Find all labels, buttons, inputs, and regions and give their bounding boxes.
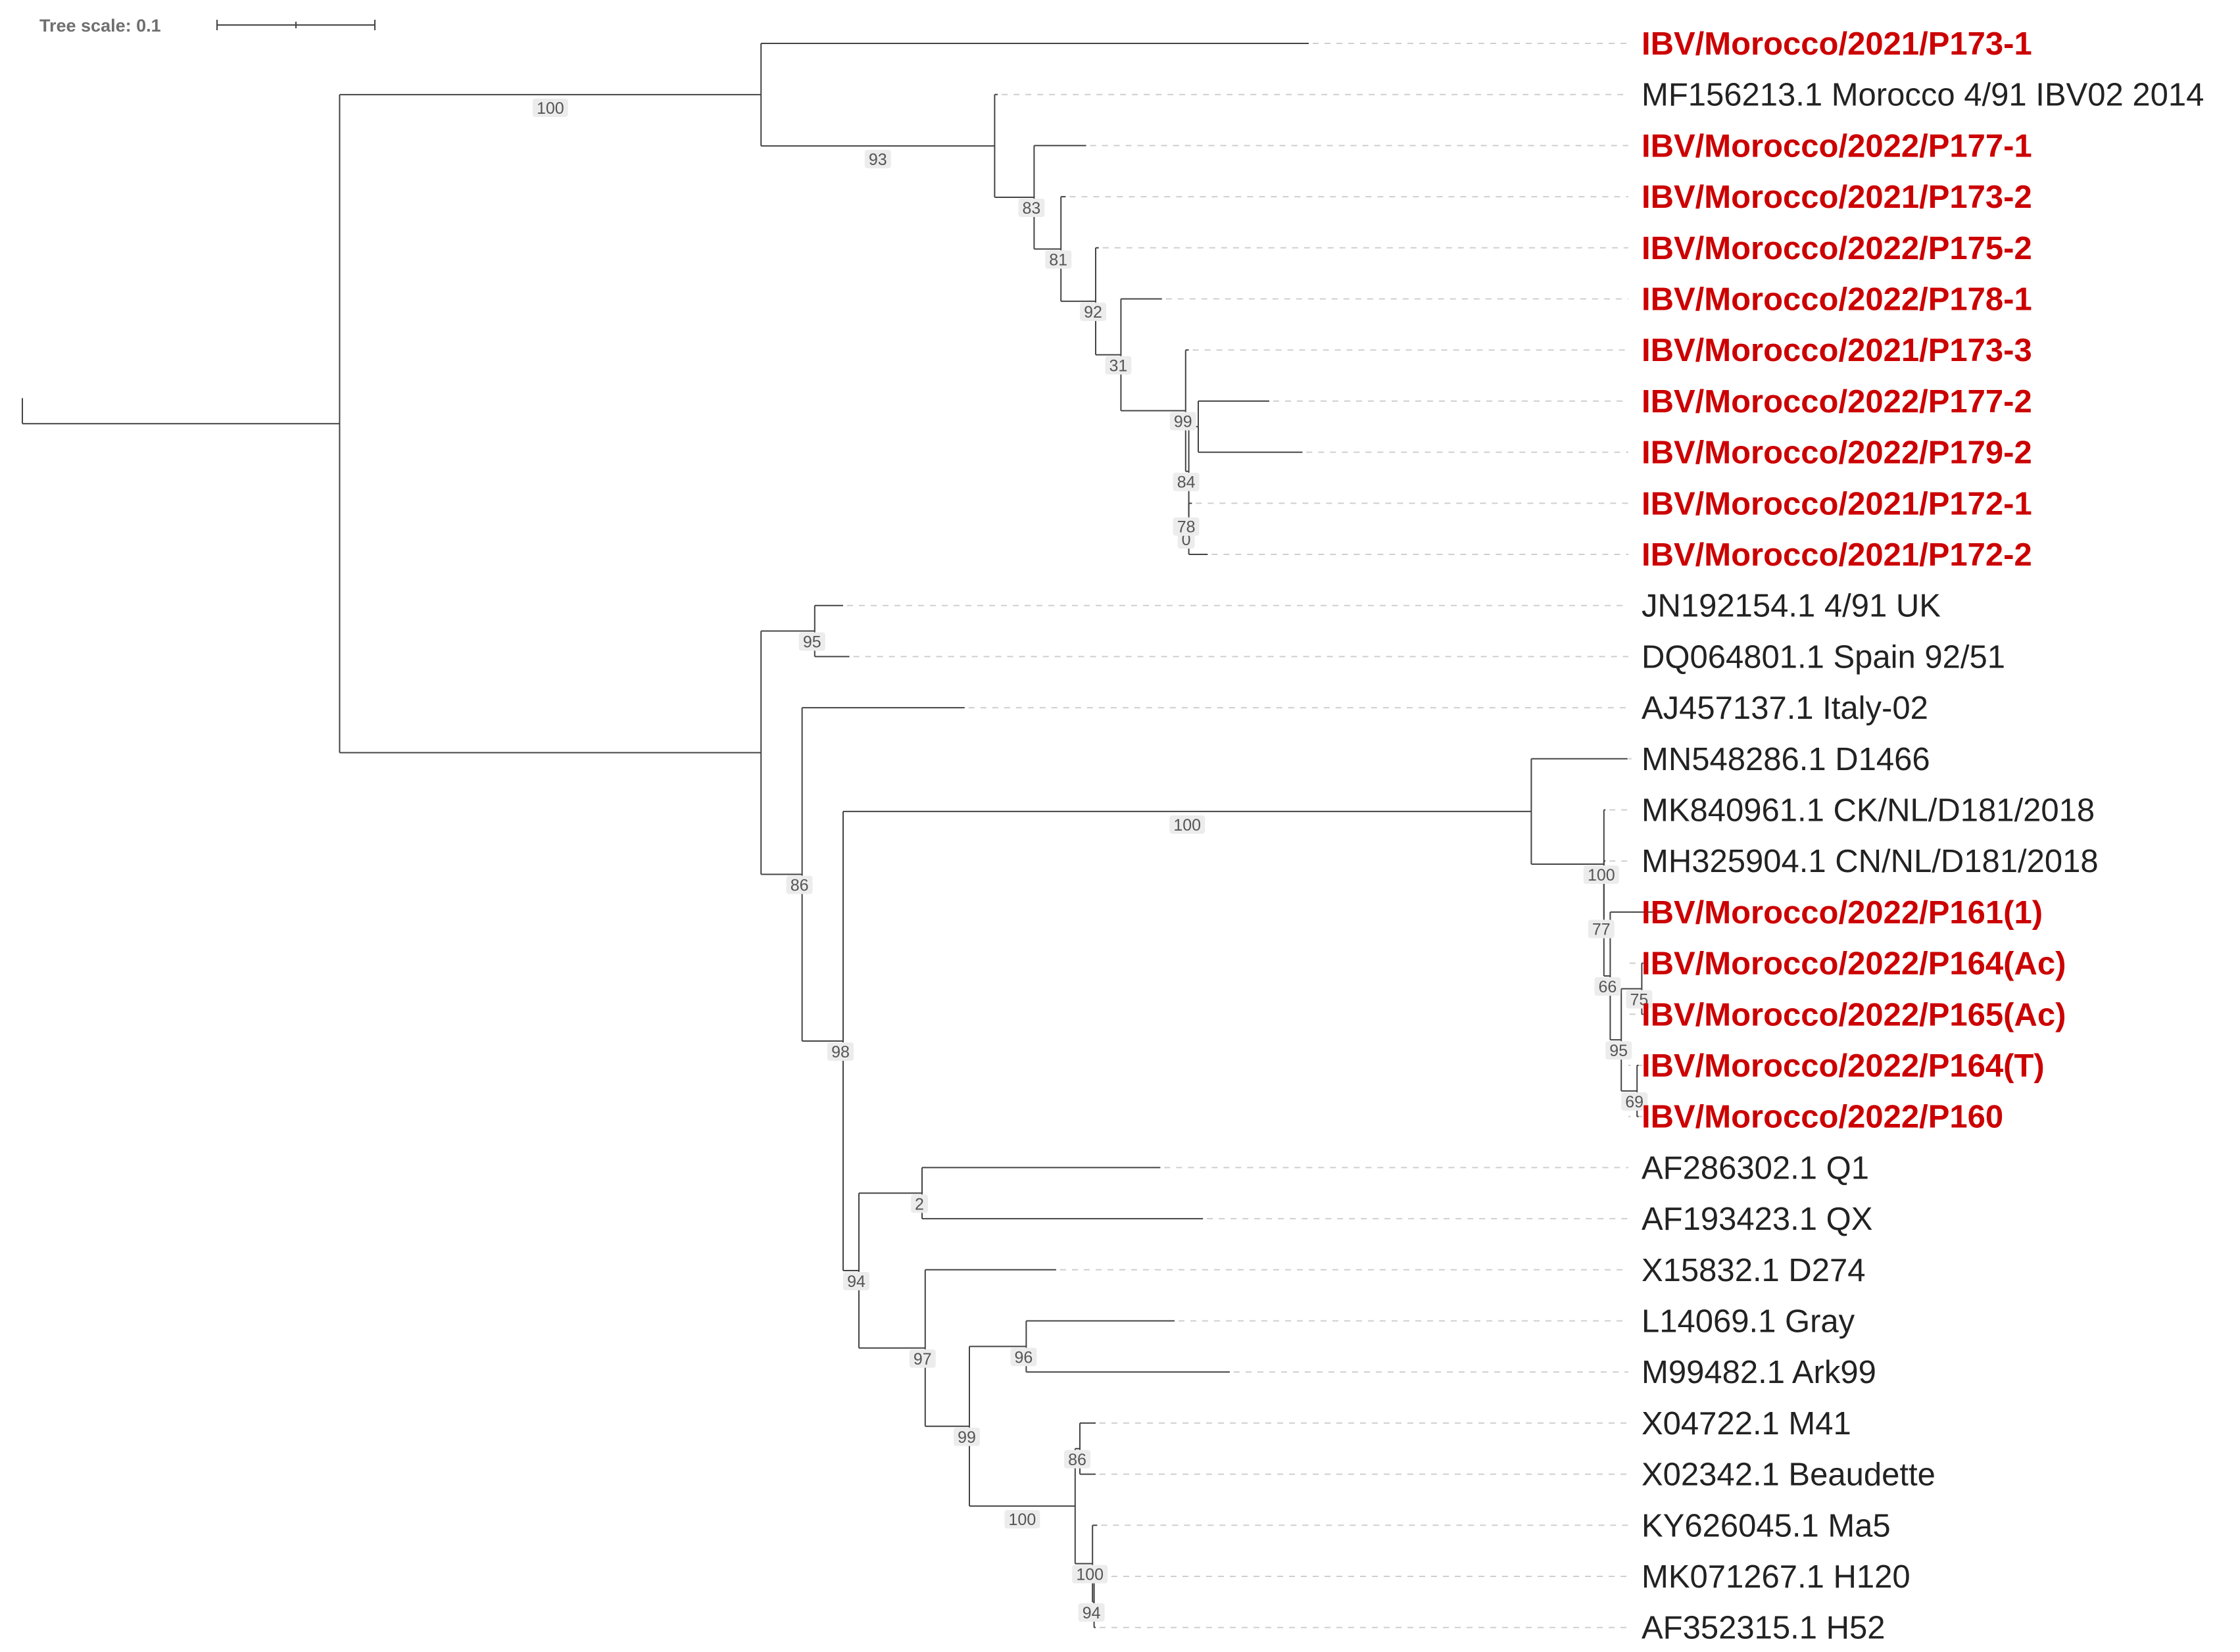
leaf-label-L19: IBV/Morocco/2022/P164(Ac) — [1642, 946, 2066, 982]
bootstrap-bg-O — [786, 875, 813, 894]
bootstrap-U: 95 — [1609, 1042, 1628, 1060]
leaf-labels: IBV/Morocco/2021/P173-1 MF156213.1 Morocc… — [1642, 26, 2204, 1646]
leaf-label-L32: AF352315.1 H52 — [1642, 1611, 1886, 1646]
bootstrap-bg-V — [1626, 990, 1653, 1009]
leaf-label-L8: IBV/Morocco/2022/P177-2 — [1642, 384, 2032, 420]
bootstrap-G: 31 — [1109, 356, 1127, 375]
leaf-label-L25: X15832.1 D274 — [1642, 1253, 1866, 1288]
tree-scale-bar: Tree scale: 0.1 — [39, 16, 376, 36]
bootstrap-B: 100 — [537, 99, 564, 118]
leaf-label-L14: AJ457137.1 Italy-02 — [1642, 691, 1928, 726]
leaf-label-L10: IBV/Morocco/2021/P172-1 — [1642, 486, 2032, 522]
leaf-label-L18: IBV/Morocco/2022/P161(1) — [1642, 895, 2043, 931]
bootstrap-bg-F — [1080, 303, 1106, 322]
leaf-label-L29: X02342.1 Beaudette — [1642, 1457, 1936, 1493]
bootstrap-Z: 97 — [913, 1350, 932, 1369]
bootstrap-T: 66 — [1598, 978, 1617, 996]
bootstrap-bg-C — [864, 149, 891, 168]
bootstrap-bg-AD — [1064, 1449, 1090, 1469]
bootstrap-bg-G — [1105, 356, 1132, 375]
leaf-label-L27: M99482.1 Ark99 — [1642, 1355, 1876, 1390]
bootstrap-Q: 100 — [1173, 816, 1201, 835]
bootstrap-I: 84 — [1177, 474, 1196, 492]
bootstrap-X: 94 — [847, 1273, 865, 1291]
leaf-label-L6: IBV/Morocco/2022/P178-1 — [1642, 282, 2032, 318]
bootstrap-bg-W — [1621, 1092, 1648, 1111]
bootstrap-AD: 86 — [1068, 1451, 1086, 1469]
leaf-label-L28: X04722.1 M41 — [1642, 1406, 1851, 1442]
bootstrap-bg-X — [843, 1272, 869, 1291]
bootstrap-N: 95 — [803, 633, 821, 652]
bootstrap-F: 92 — [1084, 303, 1102, 322]
bootstrap-bg-AC — [1004, 1510, 1040, 1529]
bootstrap-bg-I — [1173, 472, 1200, 491]
leaf-label-L24: AF193423.1 QX — [1642, 1202, 1872, 1237]
leaf-label-L5: IBV/Morocco/2022/P175-2 — [1642, 231, 2032, 266]
leaf-label-L9: IBV/Morocco/2022/P179-2 — [1642, 435, 2032, 471]
leaf-guide-lines — [847, 43, 1662, 1628]
bootstrap-bg-P — [827, 1042, 854, 1061]
leaf-label-L4: IBV/Morocco/2021/P173-2 — [1642, 180, 2032, 215]
bootstrap-AA: 99 — [958, 1428, 976, 1447]
bootstrap-R: 100 — [1588, 866, 1615, 885]
leaf-label-L11: IBV/Morocco/2021/P172-2 — [1642, 537, 2032, 573]
tree-scale-label: Tree scale: 0.1 — [39, 16, 161, 36]
bootstrap-S: 77 — [1592, 921, 1611, 939]
leaf-label-L15: MN548286.1 D1466 — [1642, 742, 1930, 777]
bootstrap-bg-S — [1588, 919, 1615, 938]
bootstrap-bg-Q — [1169, 815, 1205, 834]
bootstrap-bg-E — [1045, 250, 1072, 269]
bootstrap-bg-R — [1583, 865, 1619, 885]
bootstrap-bg-AA — [954, 1427, 980, 1446]
leaf-label-L20: IBV/Morocco/2022/P165(Ac) — [1642, 997, 2066, 1032]
bootstrap-bg-AF — [1078, 1603, 1105, 1622]
leaf-label-L17: MH325904.1 CN/NL/D181/2018 — [1642, 844, 2099, 879]
bootstrap-AC: 100 — [1009, 1511, 1036, 1529]
bootstrap-bg-U — [1605, 1041, 1632, 1060]
bootstrap-Y: 2 — [915, 1195, 924, 1213]
bootstrap-bg-B — [532, 98, 568, 117]
bootstrap-W: 69 — [1625, 1093, 1643, 1111]
leaf-label-L7: IBV/Morocco/2021/P173-3 — [1642, 333, 2032, 368]
leaf-label-L23: AF286302.1 Q1 — [1642, 1150, 1869, 1186]
bootstrap-O: 86 — [791, 877, 809, 895]
bootstrap-bg-AB — [1010, 1348, 1037, 1367]
bootstrap-D: 83 — [1022, 199, 1040, 218]
tree-branches — [22, 43, 1658, 1628]
bootstrap-H: 99 — [1174, 412, 1192, 431]
bootstrap-bg-N — [798, 632, 825, 651]
bootstrap-E: 81 — [1049, 251, 1067, 270]
leaf-label-L13: DQ064801.1 Spain 92/51 — [1642, 639, 2005, 675]
bootstrap-AF: 94 — [1083, 1604, 1101, 1622]
bootstrap-values: 0788499319281839310095756995667710010029… — [532, 98, 1653, 1622]
leaf-label-L3: IBV/Morocco/2022/P177-1 — [1642, 128, 2032, 164]
bootstrap-K: 78 — [1177, 518, 1196, 537]
leaf-label-L30: KY626045.1 Ma5 — [1642, 1508, 1891, 1543]
bootstrap-bg-Z — [909, 1349, 936, 1368]
leaf-label-L12: JN192154.1 4/91 UK — [1642, 589, 1941, 624]
bootstrap-bg-K — [1173, 517, 1200, 536]
leaf-label-L31: MK071267.1 H120 — [1642, 1559, 1911, 1595]
bootstrap-bg-T — [1594, 977, 1621, 996]
bootstrap-P: 98 — [831, 1043, 850, 1061]
leaf-label-L2: MF156213.1 Morocco 4/91 IBV02 2014 — [1642, 78, 2204, 113]
bootstrap-bg-H — [1169, 412, 1196, 431]
bootstrap-bg-Y — [911, 1194, 928, 1213]
bootstrap-C: 93 — [869, 151, 887, 169]
bootstrap-AB: 96 — [1014, 1348, 1033, 1367]
leaf-label-L16: MK840961.1 CK/NL/D181/2018 — [1642, 793, 2095, 829]
leaf-label-L1: IBV/Morocco/2021/P173-1 — [1642, 26, 2032, 62]
leaf-label-L21: IBV/Morocco/2022/P164(T) — [1642, 1048, 2045, 1084]
bootstrap-AE: 100 — [1076, 1566, 1104, 1584]
bootstrap-V: 75 — [1630, 990, 1648, 1009]
bootstrap-bg-AE — [1072, 1565, 1108, 1584]
leaf-label-L22: IBV/Morocco/2022/P160 — [1642, 1100, 2003, 1135]
leaf-label-L26: L14069.1 Gray — [1642, 1304, 1855, 1340]
bootstrap-bg-D — [1018, 199, 1045, 218]
